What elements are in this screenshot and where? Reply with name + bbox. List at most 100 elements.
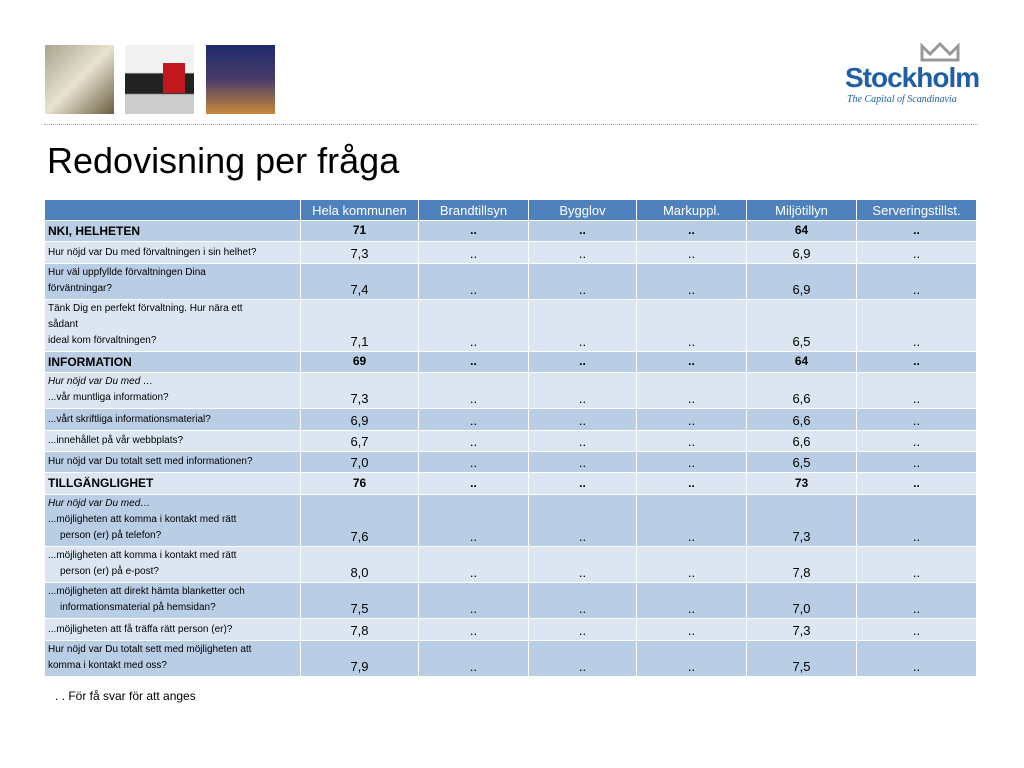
cell: 6,6 bbox=[746, 372, 857, 409]
row: INFORMATION 69...... 64.. bbox=[44, 351, 977, 373]
row: ...möjligheten att få träffa rätt person… bbox=[44, 618, 977, 641]
label-line: ...möjligheten att komma i kontakt med r… bbox=[48, 514, 237, 525]
row-label: ...möjligheten att direkt hämta blankett… bbox=[44, 582, 301, 619]
label-line: ideal kom förvaltningen? bbox=[48, 335, 157, 346]
header-empty bbox=[44, 199, 301, 221]
cell: .. bbox=[856, 263, 977, 300]
row-label: Hur nöjd var Du med … ...vår muntliga inf… bbox=[44, 372, 301, 409]
row: TILLGÄNGLIGHET 76...... 73.. bbox=[44, 472, 977, 495]
cell: .. bbox=[636, 263, 747, 300]
cell: 7,9 bbox=[300, 640, 419, 677]
cell: .. bbox=[856, 372, 977, 409]
cell: 8,0 bbox=[300, 546, 419, 583]
row-label: ...möjligheten att komma i kontakt med r… bbox=[44, 546, 301, 583]
logo-subtitle: The Capital of Scandinavia bbox=[847, 94, 957, 105]
label-line: förväntningar? bbox=[48, 283, 112, 294]
cell: .. bbox=[418, 546, 529, 583]
cell: .. bbox=[856, 494, 977, 547]
cell: 7,5 bbox=[300, 582, 419, 619]
row: Hur nöjd var Du med… ...möjligheten att k… bbox=[44, 494, 977, 547]
row: ...möjligheten att direkt hämta blankett… bbox=[44, 582, 977, 619]
cell: 76 bbox=[300, 472, 419, 495]
crown bbox=[920, 42, 960, 62]
label-line: ...möjligheten att direkt hämta blankett… bbox=[48, 586, 245, 597]
cell: .. bbox=[418, 408, 529, 431]
cell: 6,5 bbox=[746, 451, 857, 473]
row-label: ...vårt skriftliga informationsmaterial? bbox=[44, 408, 301, 431]
row: Hur nöjd var Du med … ...vår muntliga inf… bbox=[44, 372, 977, 409]
cell: .. bbox=[856, 299, 977, 352]
cell: 6,6 bbox=[746, 408, 857, 431]
cell: .. bbox=[528, 546, 637, 583]
cell: .. bbox=[636, 430, 747, 452]
photo-christmas bbox=[206, 45, 275, 114]
label-line: Hur nöjd var Du totalt sett med informat… bbox=[48, 456, 253, 467]
row-label: ...innehållet på vår webbplats? bbox=[44, 430, 301, 452]
cell: .. bbox=[418, 451, 529, 473]
footnote: . . För få svar för att anges bbox=[55, 689, 196, 703]
logo: Stockholm The Capital of Scandinavia bbox=[845, 42, 985, 108]
cell: 7,3 bbox=[746, 618, 857, 641]
label-line: NKI, HELHETEN bbox=[48, 223, 141, 238]
cell: .. bbox=[636, 451, 747, 473]
row-label: Hur nöjd var Du totalt sett med möjlighe… bbox=[44, 640, 301, 677]
row: Hur nöjd var Du totalt sett med informat… bbox=[44, 451, 977, 473]
cell: .. bbox=[528, 451, 637, 473]
cell: .. bbox=[528, 241, 637, 264]
cell: .. bbox=[636, 618, 747, 641]
label-line: Hur nöjd var Du totalt sett med möjlighe… bbox=[48, 644, 252, 655]
cell: 73 bbox=[746, 472, 857, 495]
row-intro: Hur nöjd var Du med… bbox=[48, 498, 151, 509]
cell: .. bbox=[528, 494, 637, 547]
cell: 7,5 bbox=[746, 640, 857, 677]
cell: .. bbox=[528, 372, 637, 409]
row: NKI, HELHETEN 71...... 64.. bbox=[44, 220, 977, 242]
cell: 71 bbox=[300, 220, 419, 242]
label-line: ...möjligheten att komma i kontakt med r… bbox=[48, 550, 237, 561]
cell: 7,0 bbox=[300, 451, 419, 473]
row: Hur väl uppfyllde förvaltningen Dina förv… bbox=[44, 263, 977, 300]
cell: 7,8 bbox=[300, 618, 419, 641]
row: Hur nöjd var Du med förvaltningen i sin … bbox=[44, 241, 977, 264]
table: Hela kommunen Brandtillsyn Bygglov Markuppl… bbox=[44, 199, 977, 677]
cell: 7,3 bbox=[746, 494, 857, 547]
cell: .. bbox=[636, 408, 747, 431]
row-label: INFORMATION bbox=[44, 351, 301, 373]
chair-cushion bbox=[163, 63, 185, 93]
cell: 7,3 bbox=[300, 372, 419, 409]
cell: .. bbox=[856, 408, 977, 431]
row: ...möjligheten att komma i kontakt med r… bbox=[44, 546, 977, 583]
cell: .. bbox=[636, 241, 747, 264]
cell: .. bbox=[856, 351, 977, 373]
label-line: Tänk Dig en perfekt förvaltning. Hur när… bbox=[48, 303, 243, 314]
cell: .. bbox=[636, 546, 747, 583]
cell: .. bbox=[856, 546, 977, 583]
photo-woman bbox=[45, 45, 114, 114]
cell: 69 bbox=[300, 351, 419, 373]
cell: .. bbox=[418, 472, 529, 495]
cell: .. bbox=[418, 351, 529, 373]
cell: 6,9 bbox=[746, 241, 857, 264]
row-label: Hur nöjd var Du totalt sett med informat… bbox=[44, 451, 301, 473]
column-header: Bygglov bbox=[528, 199, 637, 221]
separator bbox=[44, 124, 978, 125]
label-line: Hur nöjd var Du med förvaltningen i sin … bbox=[48, 247, 257, 258]
row-label: Hur nöjd var Du med… ...möjligheten att k… bbox=[44, 494, 301, 547]
row: ...innehållet på vår webbplats? 6,7......… bbox=[44, 430, 977, 452]
column-header: Miljötillyn bbox=[746, 199, 857, 221]
cell: .. bbox=[418, 299, 529, 352]
cell: 7,6 bbox=[300, 494, 419, 547]
header-row: Hela kommunen Brandtillsyn Bygglov Markuppl… bbox=[44, 199, 977, 221]
cell: .. bbox=[636, 582, 747, 619]
row-label: Hur väl uppfyllde förvaltningen Dina förv… bbox=[44, 263, 301, 300]
cell: .. bbox=[528, 351, 637, 373]
cell: .. bbox=[418, 263, 529, 300]
cell: .. bbox=[528, 640, 637, 677]
column-header: Serveringstillst. bbox=[856, 199, 977, 221]
label-line: person (er) på e-post? bbox=[60, 566, 159, 577]
cell: .. bbox=[418, 372, 529, 409]
cell: .. bbox=[636, 372, 747, 409]
cell: .. bbox=[856, 582, 977, 619]
title: Redovisning per fråga bbox=[47, 140, 400, 181]
cell: .. bbox=[856, 241, 977, 264]
